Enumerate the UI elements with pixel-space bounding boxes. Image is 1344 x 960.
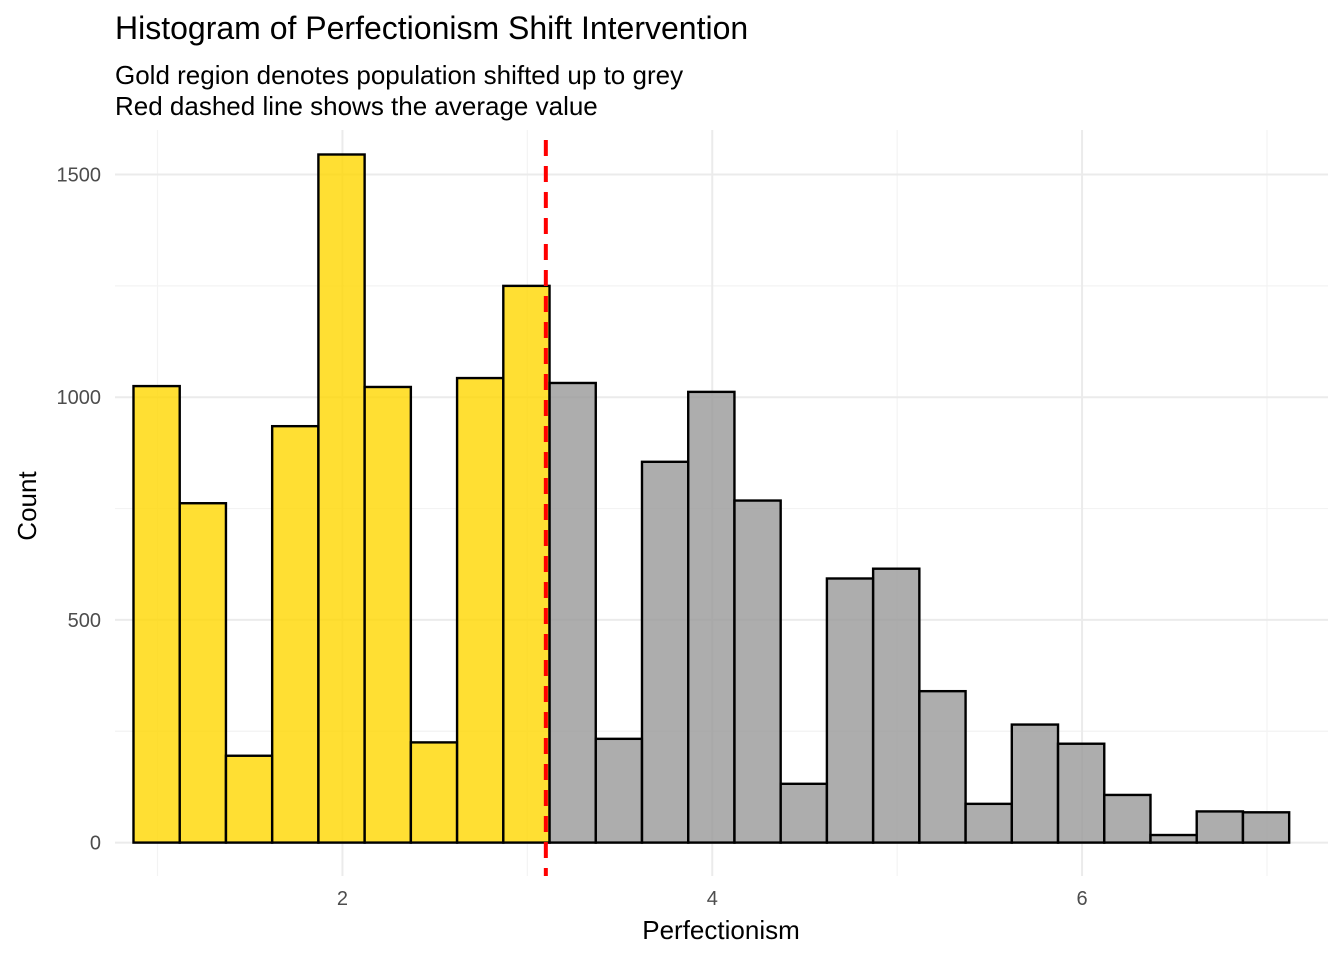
- x-axis-title: Perfectionism: [642, 915, 800, 945]
- histogram-bar-gold: [363, 385, 413, 844]
- histogram-bar-grey: [871, 567, 921, 844]
- x-tick-label: 4: [707, 888, 718, 910]
- histogram-bar-gold: [455, 376, 505, 844]
- chart-title: Histogram of Perfectionism Shift Interve…: [115, 10, 748, 46]
- histogram-bar-grey: [779, 782, 829, 844]
- y-tick-label: 0: [90, 833, 101, 855]
- histogram-bar-gold: [224, 754, 274, 844]
- histogram-bar-gold: [270, 424, 320, 844]
- chart-subtitle-line-2: Red dashed line shows the average value: [115, 91, 598, 121]
- tick-labels: 2 4 6 0 500 1000 1500: [57, 165, 1088, 910]
- histogram-bar-grey: [548, 381, 597, 844]
- histogram-bar-grey: [1010, 723, 1060, 844]
- histogram-bar-grey: [964, 802, 1014, 844]
- histogram-bar-grey: [687, 390, 736, 844]
- y-tick-label: 500: [68, 610, 101, 632]
- y-tick-label: 1000: [57, 387, 102, 409]
- histogram-bar-grey: [825, 577, 875, 844]
- histogram-bar-grey: [594, 737, 644, 844]
- y-axis-title: Count: [12, 471, 42, 541]
- histogram-bar-gold: [132, 384, 181, 844]
- histogram-bar-grey: [1195, 810, 1245, 844]
- x-tick-label: 2: [337, 888, 348, 910]
- histogram-bar-grey: [1103, 793, 1152, 844]
- histogram-bar-grey: [640, 460, 690, 844]
- histogram-bar-grey: [1056, 742, 1106, 844]
- histogram-bar-grey: [918, 689, 967, 844]
- x-tick-label: 6: [1077, 888, 1088, 910]
- histogram-bar-gold: [502, 284, 551, 844]
- chart-subtitle-line-1: Gold region denotes population shifted u…: [115, 60, 683, 90]
- histogram-bar-grey: [733, 499, 782, 844]
- y-tick-label: 1500: [57, 165, 102, 187]
- histogram-bar-gold: [317, 153, 366, 844]
- histogram-bar-gold: [178, 502, 228, 844]
- histogram-bar-grey: [1241, 811, 1291, 844]
- histogram-bar-grey: [1149, 833, 1198, 844]
- histogram-bar-gold: [409, 741, 459, 844]
- histogram-bars: [132, 153, 1291, 844]
